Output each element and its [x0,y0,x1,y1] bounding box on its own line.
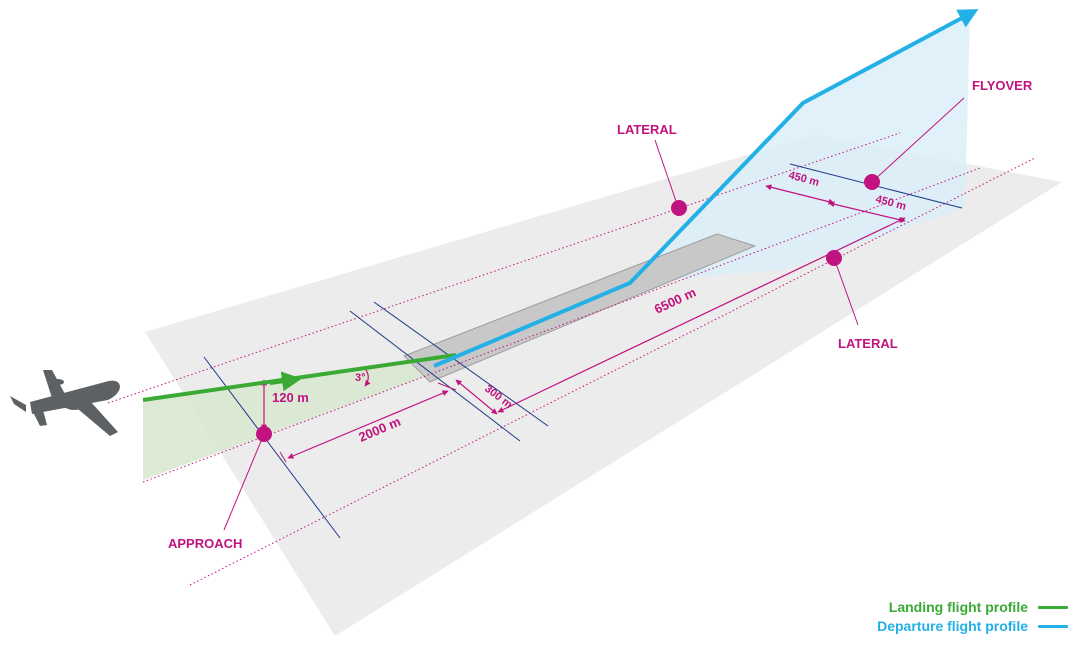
label-lateral-top: LATERAL [617,122,677,137]
measurement-point-approach [256,426,272,442]
landing-direction-arrow [269,371,302,392]
label-lateral-bottom: LATERAL [838,336,898,351]
legend-departure-swatch [1038,625,1068,628]
measurement-point-flyover [864,174,880,190]
departure-flight-path [433,9,979,368]
dim-300m-arrow [455,379,498,415]
glide-angle-arc [364,369,371,387]
measurement-point-lateral-top [671,200,687,216]
legend-landing: Landing flight profile [877,598,1068,617]
dim-450m-2-arrow [828,201,906,223]
dimension-arrows [261,184,906,459]
dim-label-120m: 120 m [272,390,309,405]
label-flyover: FLYOVER [972,78,1033,93]
legend-landing-label: Landing flight profile [888,599,1028,615]
label-approach: APPROACH [168,536,242,551]
legend-departure: Departure flight profile [877,617,1068,636]
dim-label-glide-angle: 3° [355,372,366,384]
dim-2000m-arrow [287,390,449,459]
dim-450m-1-arrow [765,184,835,205]
measurement-point-lateral-bottom [826,250,842,266]
airplane-icon [10,370,120,436]
legend: Landing flight profile Departure flight … [877,598,1068,636]
legend-departure-label: Departure flight profile [877,618,1028,634]
legend-landing-swatch [1038,606,1068,609]
dim-6500m-arrow [497,217,906,413]
